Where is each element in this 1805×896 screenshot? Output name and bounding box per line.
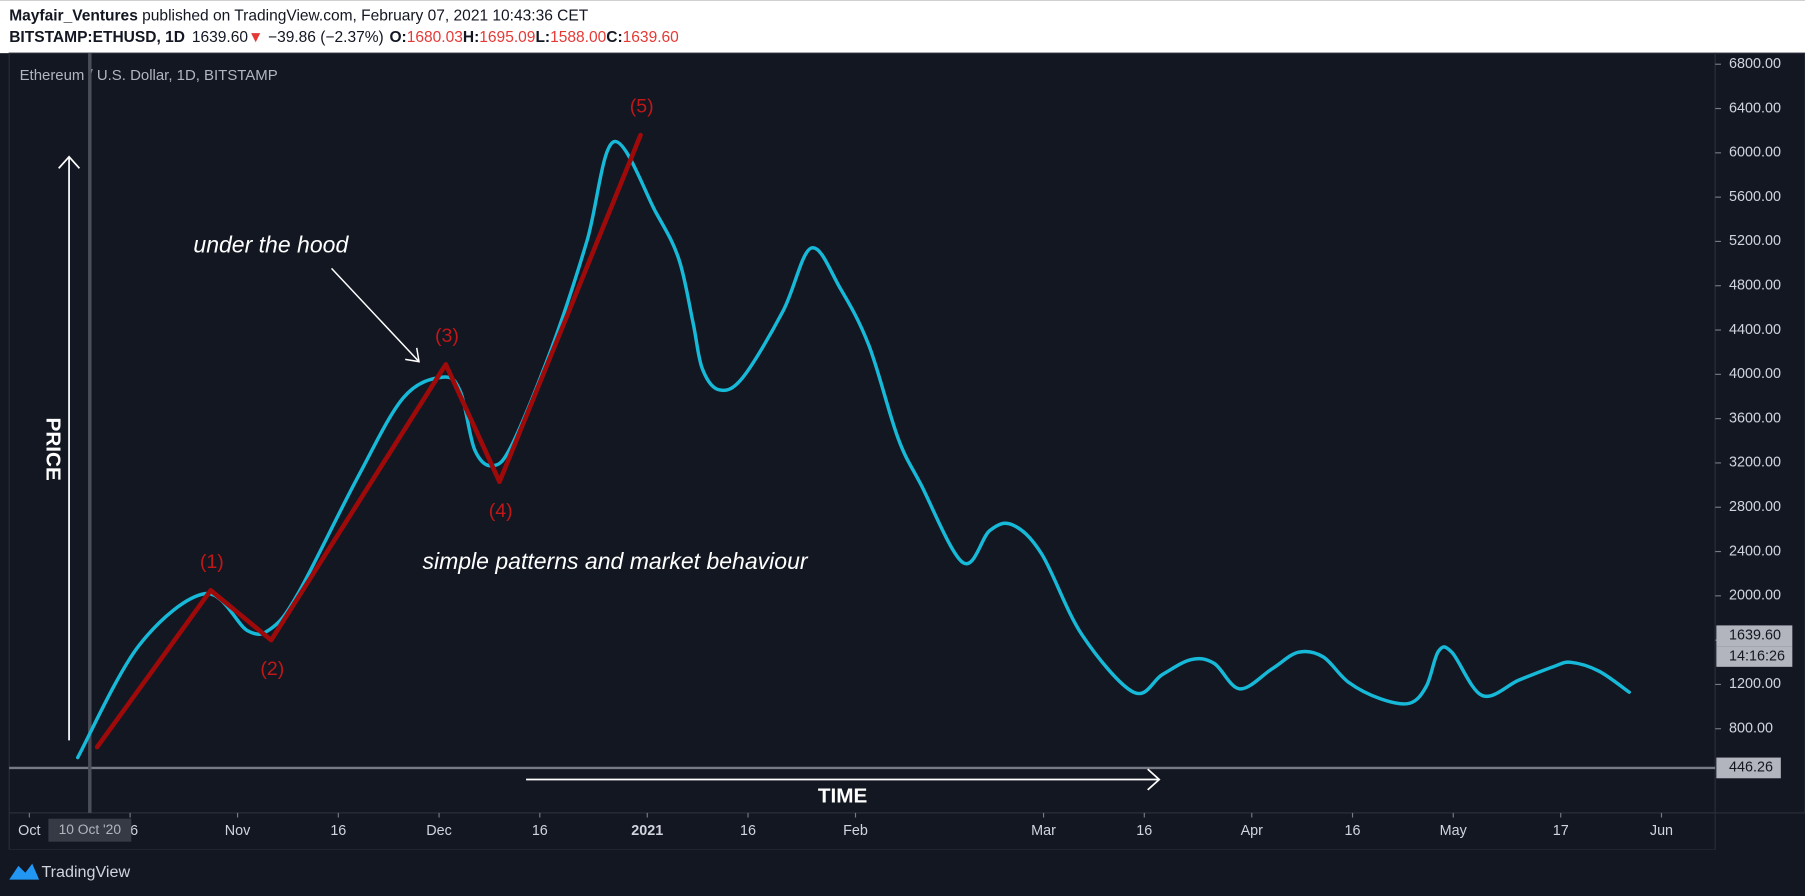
x-tick-label: 16 bbox=[532, 823, 548, 839]
x-tick-label: Oct bbox=[18, 823, 40, 839]
crosshair-label-bg bbox=[48, 818, 132, 842]
series-line bbox=[75, 140, 1631, 760]
y-tick-label: 2400.00 bbox=[1729, 543, 1781, 559]
published: published on TradingView.com, February 0… bbox=[138, 7, 589, 24]
countdown: 14:16:26 bbox=[1729, 648, 1785, 664]
last-price-bg bbox=[1716, 625, 1793, 647]
o: 1680.03 bbox=[407, 29, 463, 46]
y-tick-label: 3200.00 bbox=[1729, 455, 1781, 471]
annotation-arrow bbox=[330, 267, 420, 363]
x-tick-label: 16 bbox=[1136, 823, 1152, 839]
y-tick-label: 5200.00 bbox=[1729, 233, 1781, 249]
annotation-arrow-head bbox=[405, 347, 420, 363]
c: 1639.60 bbox=[623, 29, 680, 46]
x-tick-label: 16 bbox=[1345, 823, 1361, 839]
last: 1639.60 bbox=[192, 29, 249, 46]
y-tick-label: 6800.00 bbox=[1729, 56, 1781, 72]
symbol: BITSTAMP:ETHUSD, 1D bbox=[9, 29, 185, 46]
c-label: C: bbox=[606, 29, 622, 46]
y-tick-label: 800.00 bbox=[1729, 721, 1773, 737]
y-tick-label: 3600.00 bbox=[1729, 410, 1781, 426]
hline-label: 446.26 bbox=[1729, 760, 1773, 776]
x-tick-label: 17 bbox=[1553, 823, 1569, 839]
plot-area bbox=[8, 52, 1716, 814]
time-scale bbox=[8, 812, 1716, 851]
x-tick-label: Feb bbox=[843, 823, 868, 839]
crosshair-label: 10 Oct '20 bbox=[59, 821, 122, 837]
annotation: simple patterns and market behaviour bbox=[422, 548, 808, 574]
x-tick-label: 16 bbox=[330, 823, 346, 839]
l-label: L: bbox=[535, 29, 550, 46]
h-label: H: bbox=[463, 29, 479, 46]
hline-label-bg bbox=[1716, 757, 1781, 779]
wave-label: (3) bbox=[435, 325, 459, 347]
h: 1695.09 bbox=[479, 29, 535, 46]
brand-logo bbox=[9, 863, 40, 880]
x-tick-label: May bbox=[1440, 823, 1468, 839]
y-tick-label: 1200.00 bbox=[1729, 676, 1781, 692]
annotation: under the hood bbox=[193, 232, 349, 258]
y-tick-label: 4800.00 bbox=[1729, 278, 1781, 294]
wave-label: (1) bbox=[200, 551, 224, 573]
price-scale bbox=[1714, 52, 1805, 814]
wave-label: (4) bbox=[489, 500, 513, 522]
y-tick-label: 6000.00 bbox=[1729, 145, 1781, 161]
y-label: PRICE bbox=[41, 417, 64, 481]
y-tick-label: 6400.00 bbox=[1729, 100, 1781, 116]
o-label: O: bbox=[389, 29, 406, 46]
x-tick-label: Nov bbox=[225, 823, 251, 839]
y-tick-label: 5600.00 bbox=[1729, 189, 1781, 205]
chart-subtitle: Ethereum / U.S. Dollar, 1D, BITSTAMP bbox=[20, 67, 278, 84]
x-tick-label: Mar bbox=[1031, 823, 1056, 839]
wave-label: (5) bbox=[630, 96, 654, 118]
arrow: ▼ bbox=[248, 29, 263, 46]
marks: 800.001200.001600.002000.002400.002800.0… bbox=[9, 53, 1793, 842]
ohlc-line: BITSTAMP:ETHUSD, 1D 1639.60▼ −39.86 (−2.37… bbox=[9, 29, 679, 46]
y-tick-label: 2800.00 bbox=[1729, 499, 1781, 515]
series-line bbox=[94, 132, 643, 750]
y-tick-label: 4400.00 bbox=[1729, 322, 1781, 338]
y-tick-label: 4000.00 bbox=[1729, 366, 1781, 382]
countdown-bg bbox=[1716, 646, 1793, 667]
last-price: 1639.60 bbox=[1729, 628, 1781, 644]
author: Mayfair_Ventures bbox=[9, 7, 138, 24]
l: 1588.00 bbox=[550, 29, 607, 46]
time-arrow-head bbox=[1147, 768, 1161, 791]
footer bbox=[0, 849, 1805, 896]
publish-line: Mayfair_Ventures published on TradingVie… bbox=[9, 7, 589, 24]
wave-label: (2) bbox=[260, 658, 284, 680]
x-tick-label: Dec bbox=[426, 823, 452, 839]
change: −39.86 (−2.37%) bbox=[268, 29, 384, 46]
price-arrow-head bbox=[58, 155, 81, 169]
x-label: TIME bbox=[818, 784, 868, 807]
x-tick-label: 16 bbox=[740, 823, 756, 839]
x-tick-label: 2021 bbox=[631, 823, 663, 839]
y-tick-label: 2000.00 bbox=[1729, 588, 1781, 604]
x-tick-label: Jun bbox=[1650, 823, 1673, 839]
header-bg bbox=[0, 0, 1805, 54]
x-tick-label: Apr bbox=[1241, 823, 1264, 839]
brand: TradingView bbox=[41, 863, 130, 881]
